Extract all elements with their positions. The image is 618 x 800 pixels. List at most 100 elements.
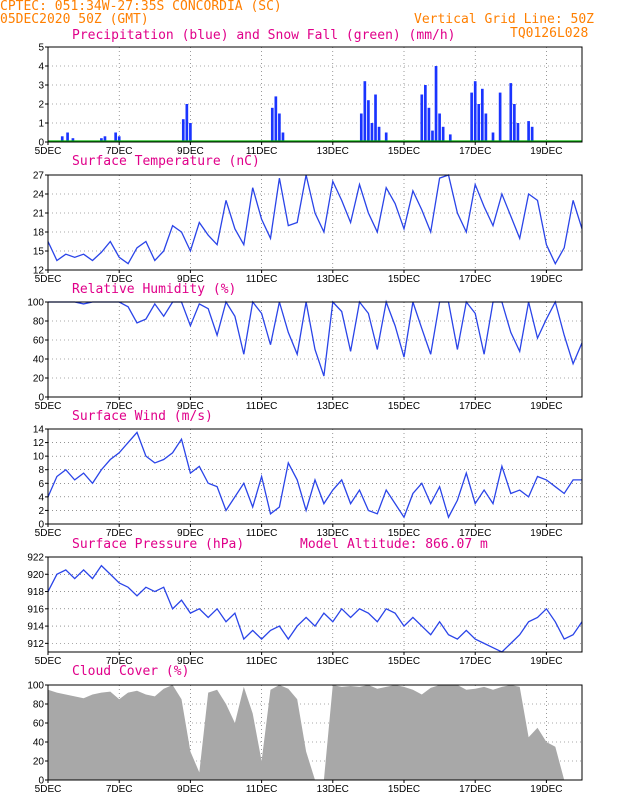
- cloud-title: Cloud Cover (%): [72, 664, 190, 679]
- precip-bar: [274, 96, 278, 142]
- x-tick-label: 11DEC: [246, 528, 278, 539]
- x-tick-label: 15DEC: [388, 656, 420, 667]
- precip-bar: [278, 113, 281, 142]
- x-tick-label: 7DEC: [106, 401, 133, 412]
- precip-bar: [374, 94, 377, 142]
- precip-bar: [438, 113, 441, 142]
- y-tick-label: 24: [33, 190, 45, 201]
- precip-bar: [367, 100, 370, 142]
- precip-bar: [434, 66, 438, 142]
- precip-bar: [431, 130, 434, 142]
- x-tick-label: 5DEC: [35, 146, 62, 157]
- y-tick-label: 920: [27, 570, 44, 581]
- temperature-title: Surface Temperature (nC): [72, 154, 260, 169]
- x-tick-label: 7DEC: [106, 274, 133, 285]
- x-tick-label: 13DEC: [317, 274, 349, 285]
- pres-series-line: [47, 564, 583, 653]
- precip-bar: [370, 123, 374, 142]
- x-tick-label: 11DEC: [246, 274, 278, 285]
- panel-frame: [47, 46, 583, 143]
- precip-bar: [270, 107, 274, 142]
- x-tick-label: 7DEC: [106, 784, 133, 795]
- x-tick-label: 9DEC: [177, 784, 204, 795]
- y-tick-label: 18: [33, 228, 45, 239]
- precip-bar: [281, 132, 285, 142]
- precip-bar: [359, 113, 363, 142]
- y-tick-label: 918: [27, 587, 44, 598]
- precip-bar: [491, 132, 495, 142]
- precip-bar: [448, 134, 452, 142]
- x-tick-label: 15DEC: [388, 146, 420, 157]
- precip-title: Precipitation (blue) and Snow Fall (gree…: [72, 28, 456, 43]
- x-tick-label: 7DEC: [106, 656, 133, 667]
- y-tick-label: 2: [38, 506, 44, 517]
- precip-bar: [498, 92, 502, 142]
- y-tick-label: 80: [33, 700, 45, 711]
- x-tick-label: 19DEC: [530, 274, 562, 285]
- precip-bar: [516, 123, 520, 142]
- y-tick-label: 10: [33, 452, 45, 463]
- x-tick-label: 5DEC: [35, 528, 62, 539]
- y-tick-label: 0: [38, 520, 44, 531]
- y-tick-label: 40: [33, 738, 45, 749]
- y-tick-label: 0: [38, 776, 44, 787]
- y-tick-label: 40: [33, 355, 45, 366]
- x-tick-label: 9DEC: [177, 528, 204, 539]
- x-tick-label: 11DEC: [246, 146, 278, 157]
- precip-bar: [185, 104, 189, 142]
- precip-bar: [181, 119, 185, 142]
- x-tick-label: 15DEC: [388, 401, 420, 412]
- precip-bar: [527, 121, 530, 142]
- header-station: CPTEC: 051:34W-27:35S CONCORDIA (SC): [0, 0, 282, 14]
- x-tick-label: 19DEC: [530, 784, 562, 795]
- x-tick-label: 15DEC: [388, 784, 420, 795]
- x-tick-label: 15DEC: [388, 528, 420, 539]
- precip-bar: [377, 126, 381, 142]
- x-tick-label: 13DEC: [317, 656, 349, 667]
- x-tick-label: 17DEC: [459, 401, 491, 412]
- y-tick-label: 80: [33, 317, 45, 328]
- x-tick-label: 7DEC: [106, 146, 133, 157]
- precip-bar: [103, 136, 107, 142]
- precip-bar: [384, 132, 388, 142]
- x-tick-label: 5DEC: [35, 784, 62, 795]
- y-tick-label: 14: [33, 425, 45, 436]
- x-tick-label: 9DEC: [177, 401, 204, 412]
- y-tick-label: 12: [33, 266, 45, 277]
- precip-bar: [424, 85, 427, 142]
- y-tick-label: 0: [38, 138, 44, 149]
- precip-bar: [117, 136, 121, 142]
- y-tick-label: 914: [27, 622, 44, 633]
- x-tick-label: 13DEC: [317, 528, 349, 539]
- y-tick-label: 922: [27, 553, 44, 564]
- x-tick-label: 11DEC: [246, 401, 278, 412]
- y-tick-label: 12: [33, 438, 45, 449]
- x-tick-label: 7DEC: [106, 528, 133, 539]
- precip-bar: [509, 83, 513, 142]
- header-grid-note: Vertical Grid Line: 50Z: [414, 12, 595, 27]
- x-tick-label: 5DEC: [35, 274, 62, 285]
- y-tick-label: 5: [38, 43, 44, 54]
- y-tick-label: 1: [38, 119, 44, 130]
- wind-series-line: [47, 431, 582, 519]
- precip-bar: [60, 136, 64, 142]
- y-tick-label: 6: [38, 479, 44, 490]
- panel-frame: [47, 556, 583, 653]
- precip-bar: [441, 126, 445, 142]
- header-datetime: 05DEC2020 50Z (GMT): [0, 12, 149, 27]
- y-tick-label: 0: [38, 393, 44, 404]
- y-tick-label: 60: [33, 719, 45, 730]
- y-tick-label: 20: [33, 757, 45, 768]
- wind-title: Surface Wind (m/s): [72, 409, 213, 424]
- precip-bar: [477, 104, 481, 142]
- y-tick-label: 912: [27, 639, 44, 650]
- x-tick-label: 5DEC: [35, 401, 62, 412]
- x-tick-label: 17DEC: [459, 274, 491, 285]
- rh-series-line: [48, 299, 583, 377]
- x-tick-label: 17DEC: [459, 656, 491, 667]
- y-tick-label: 60: [33, 336, 45, 347]
- x-tick-label: 19DEC: [530, 401, 562, 412]
- y-tick-label: 8: [38, 465, 44, 476]
- y-tick-label: 27: [33, 171, 45, 182]
- x-tick-label: 5DEC: [35, 656, 62, 667]
